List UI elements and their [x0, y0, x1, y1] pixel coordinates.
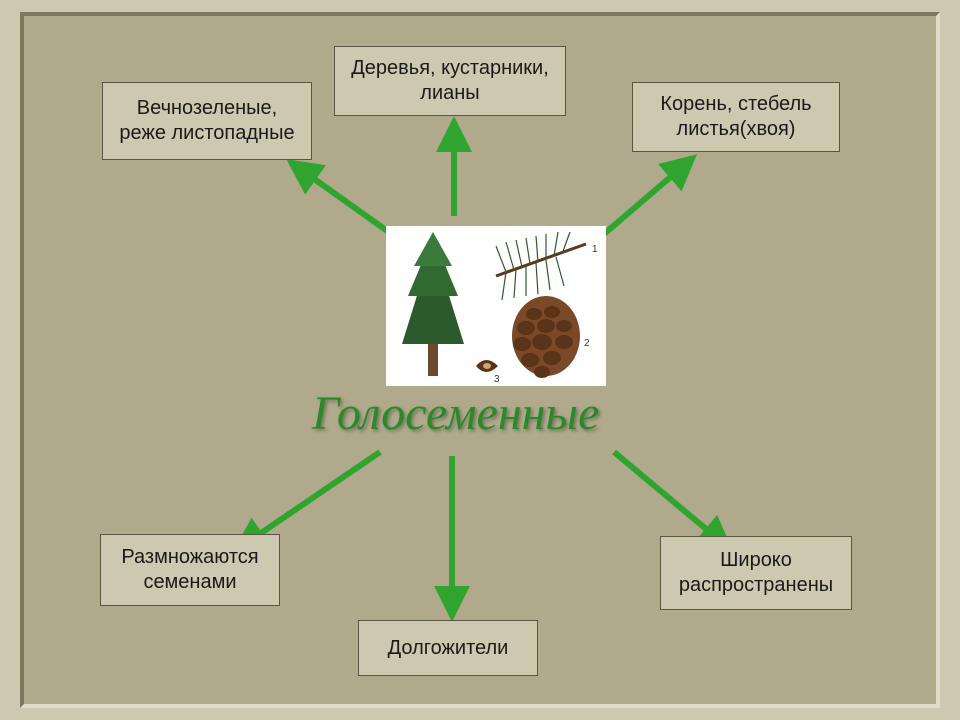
slide-frame: 1 2 3 Голосеменные Деревья, кустарники,л…	[20, 12, 940, 708]
main-title: Голосеменные	[312, 386, 599, 441]
box-trees-shrubs-lianas: Деревья, кустарники,лианы	[334, 46, 566, 116]
box-label: Деревья, кустарники,лианы	[351, 56, 549, 106]
box-label: Широкораспространены	[679, 548, 833, 598]
box-widespread: Широкораспространены	[660, 536, 852, 610]
box-root-stem-leaves: Корень, стебельлистья(хвоя)	[632, 82, 840, 152]
box-long-lived: Долгожители	[358, 620, 538, 676]
box-reproduce-seeds: Размножаютсясеменами	[100, 534, 280, 606]
svg-text:3: 3	[494, 374, 500, 385]
box-label: Размножаютсясеменами	[121, 545, 258, 595]
box-evergreen: Вечнозеленые,реже листопадные	[102, 82, 312, 160]
center-illustration: 1 2 3	[386, 226, 606, 386]
box-label: Долгожители	[388, 636, 509, 661]
svg-text:1: 1	[592, 244, 598, 255]
box-label: Корень, стебельлистья(хвоя)	[660, 92, 811, 142]
svg-text:2: 2	[584, 338, 590, 349]
box-label: Вечнозеленые,реже листопадные	[119, 96, 294, 146]
